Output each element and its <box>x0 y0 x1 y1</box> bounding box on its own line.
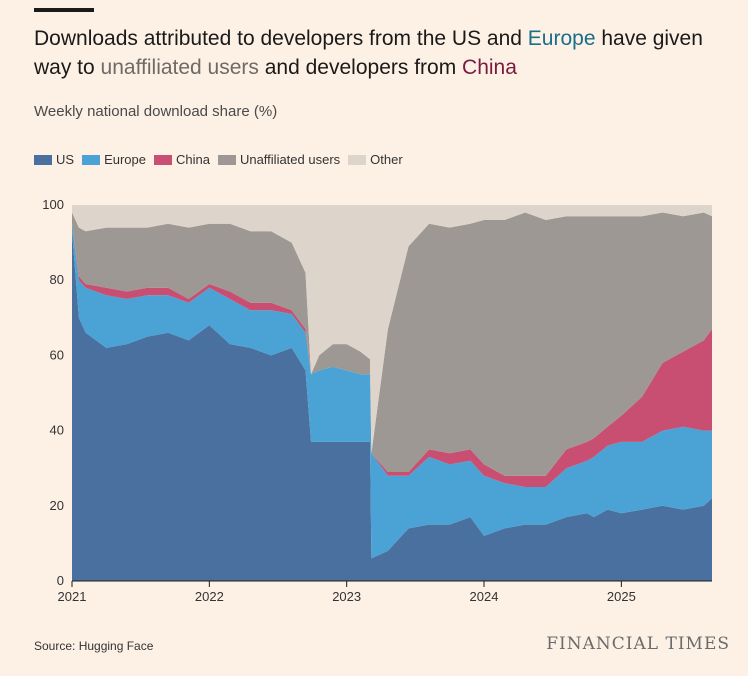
area-unaffiliated <box>72 212 712 476</box>
y-tick-label: 20 <box>50 498 64 513</box>
legend-swatch-unaffiliated <box>217 154 236 165</box>
x-tick-label: 2024 <box>470 589 499 604</box>
title-unaffiliated: unaffiliated users <box>100 56 259 79</box>
legend-item-europe: Europe <box>82 152 146 167</box>
legend-swatch-europe <box>82 154 101 165</box>
legend-item-us: US <box>34 152 74 167</box>
x-tick-label: 2023 <box>332 589 361 604</box>
y-tick-label: 100 <box>42 197 64 212</box>
legend-item-unaffiliated: Unaffiliated users <box>217 152 340 167</box>
y-tick-label: 80 <box>50 272 64 287</box>
area-us <box>72 231 712 582</box>
legend-swatch-china <box>153 154 172 165</box>
stacked-area-chart: 0 20 40 60 80 100 2021 2022 2023 2024 2025 <box>42 197 712 604</box>
source-note: Source: Hugging Face <box>34 639 154 653</box>
title-china: China <box>462 56 517 79</box>
area-other <box>72 205 712 454</box>
area-europe <box>72 223 712 559</box>
title-europe: Europe <box>527 27 596 50</box>
legend-item-china: China <box>153 152 210 167</box>
x-tick-label: 2025 <box>607 589 636 604</box>
x-tick-label: 2021 <box>58 589 87 604</box>
title-accent-bar <box>34 8 94 12</box>
legend-swatch-us <box>34 154 52 165</box>
y-tick-label: 40 <box>50 423 64 438</box>
ft-logo: FINANCIAL TIMES <box>546 634 730 654</box>
legend-swatch-other <box>348 154 367 165</box>
chart-subtitle: Weekly national download share (%) <box>34 103 278 120</box>
chart-title: Downloads attributed to developers from … <box>34 27 703 79</box>
chart-legend: US Europe China Unaffiliated users Other <box>34 152 411 167</box>
y-tick-label: 0 <box>57 573 64 588</box>
y-tick-label: 60 <box>50 347 64 362</box>
legend-item-other: Other <box>348 152 403 167</box>
x-tick-label: 2022 <box>195 589 224 604</box>
